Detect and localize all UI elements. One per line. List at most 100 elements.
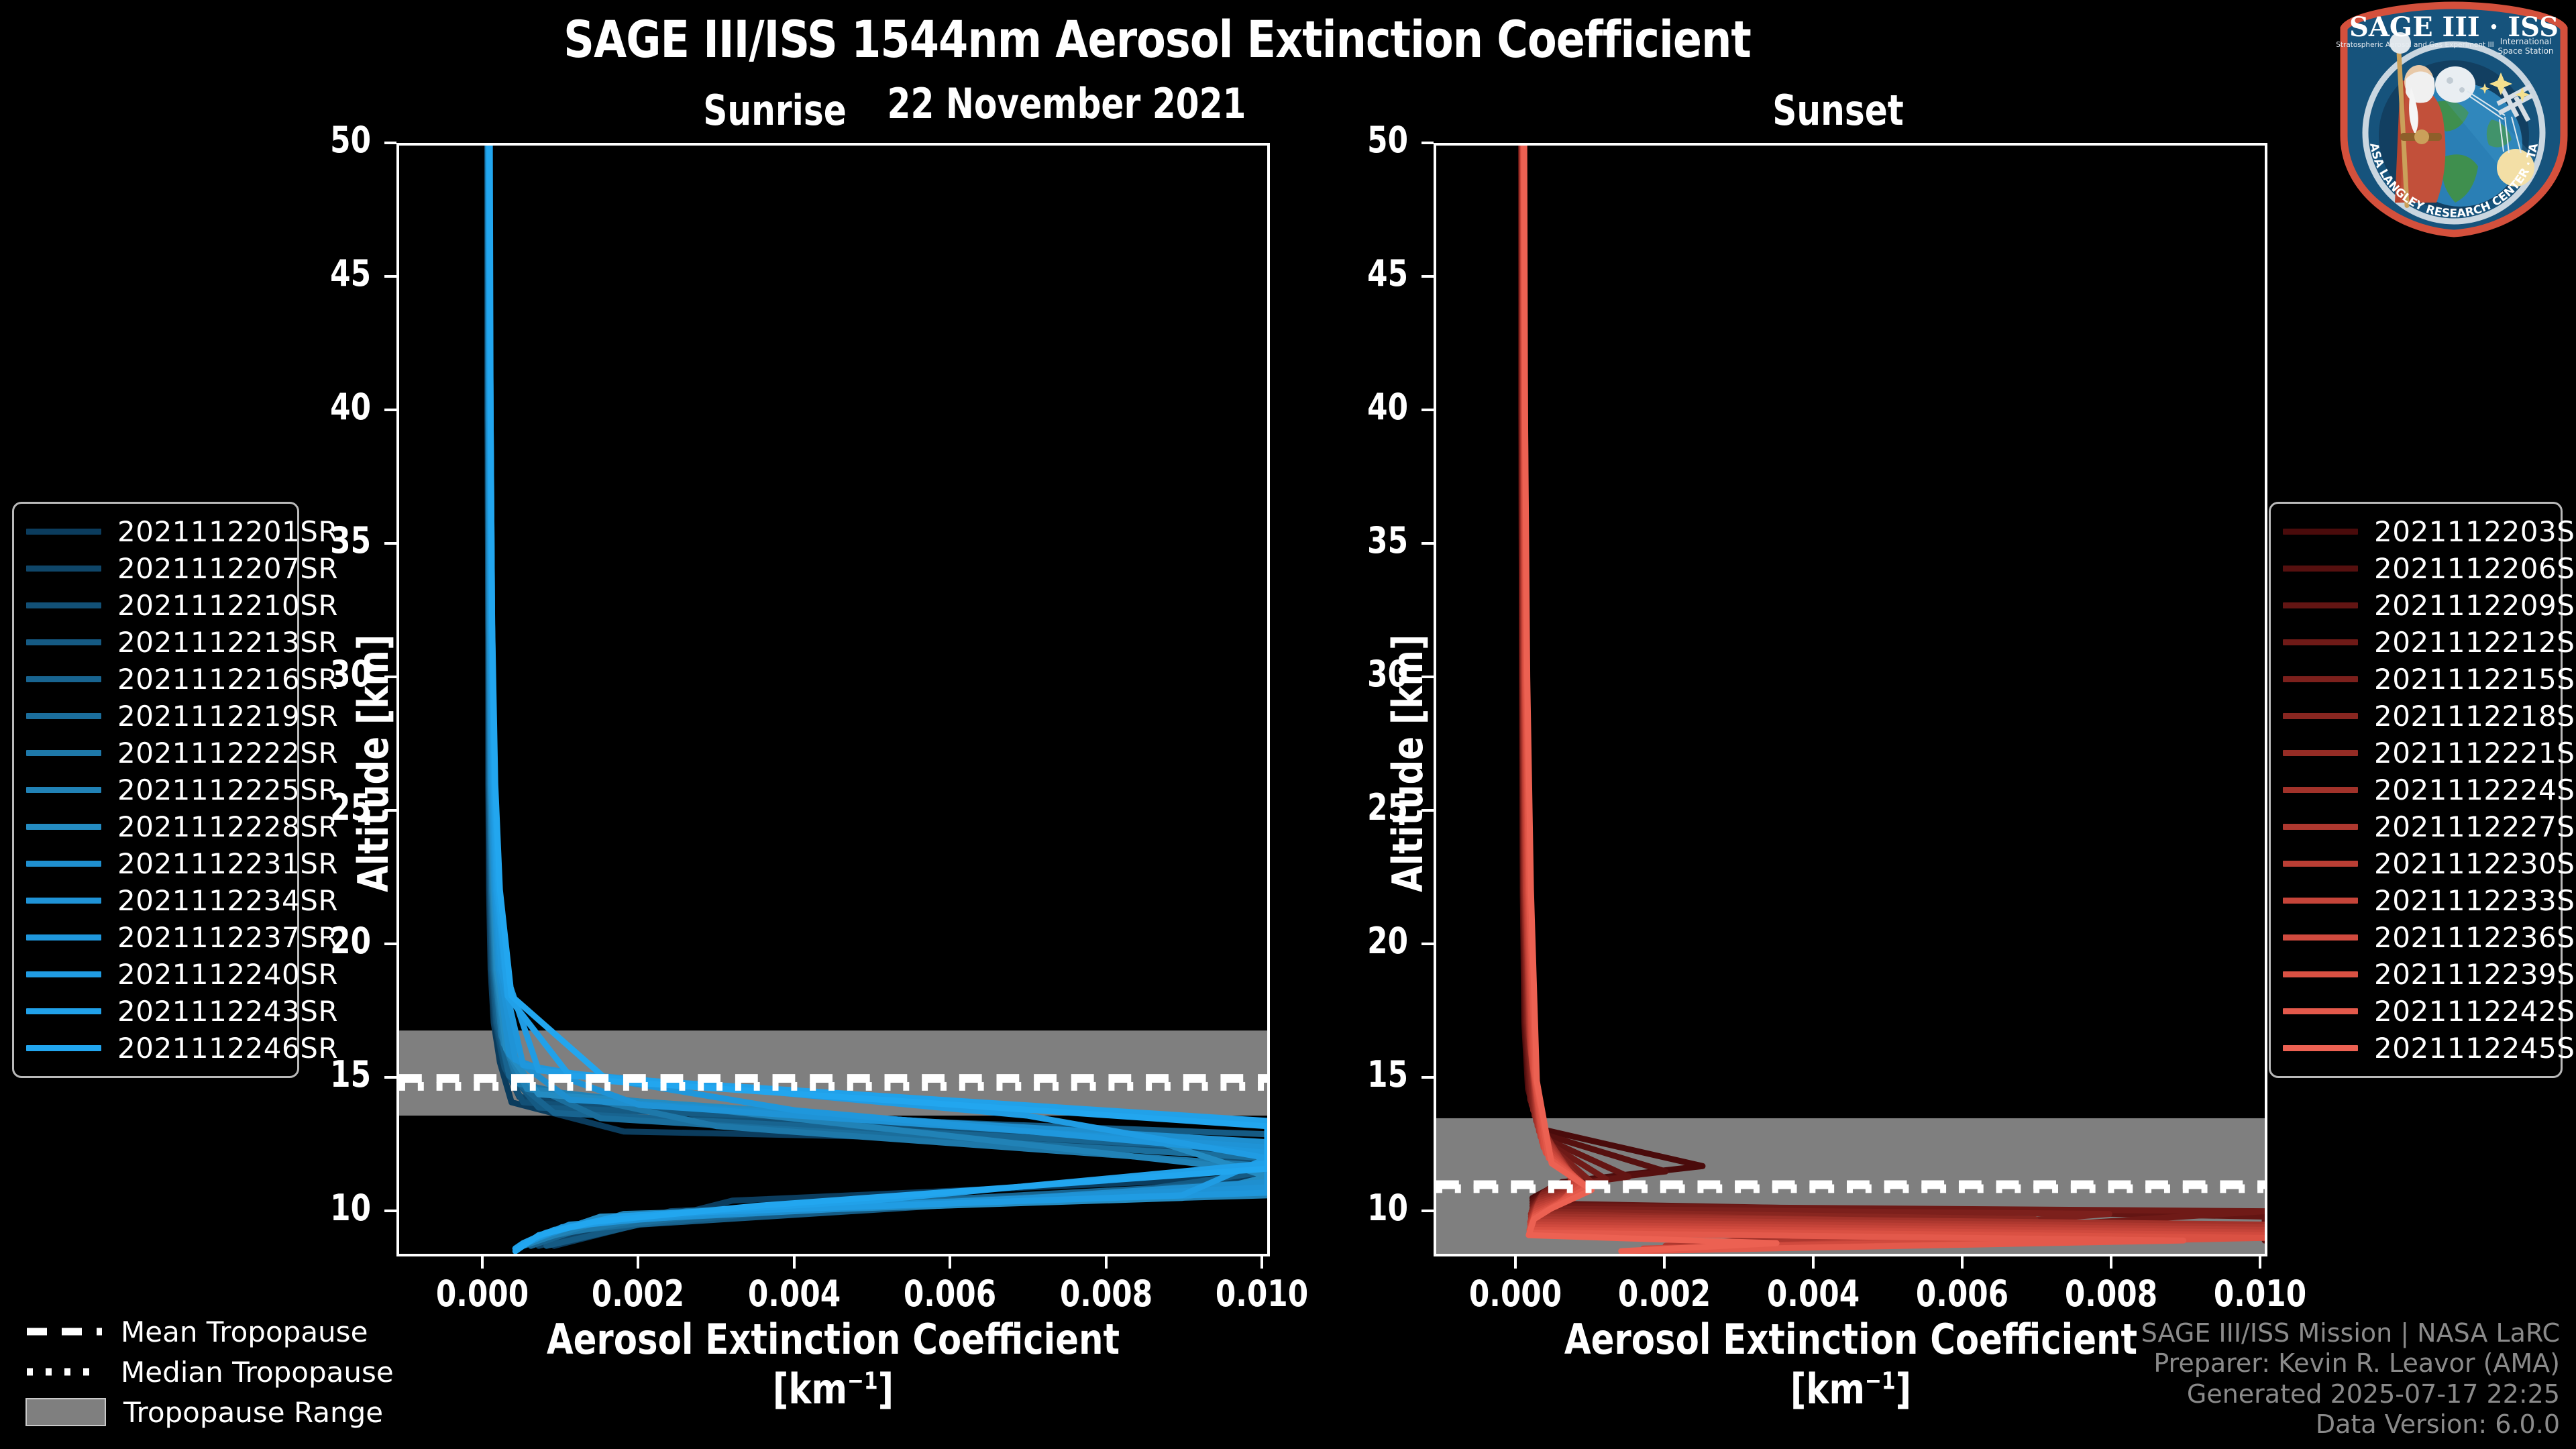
x-tick-label: 0.000 — [1468, 1273, 1562, 1315]
legend-item[interactable]: 2021112245SS — [2283, 1030, 2576, 1067]
y-tick-mark — [384, 1076, 396, 1079]
legend-item[interactable]: 2021112228SR — [26, 808, 338, 845]
y-tick-mark — [384, 809, 396, 812]
legend-item[interactable]: 2021112224SS — [2283, 771, 2576, 808]
credits-data-version: Data Version: 6.0.0 — [2315, 1409, 2560, 1439]
legend-item[interactable]: 2021112233SS — [2283, 882, 2576, 919]
legend-item[interactable]: 2021112242SS — [2283, 993, 2576, 1030]
data-series-line — [1521, 146, 1780, 1254]
legend-row-tropopause-range: Tropopause Range — [25, 1392, 441, 1432]
x-tick-label: 0.008 — [1059, 1273, 1153, 1315]
sunset-panel-title: Sunset — [1772, 86, 1904, 135]
legend-item[interactable]: 2021112216SR — [26, 661, 338, 698]
sunset-event-legend[interactable]: 2021112203SS 2021112206SS 2021112209SS 2021… — [2269, 502, 2576, 1078]
legend-item[interactable]: 2021112234SR — [26, 882, 338, 919]
y-tick-mark — [384, 542, 396, 545]
y-tick-label: 15 — [1367, 1053, 1408, 1096]
legend-item[interactable]: 2021112213SR — [26, 624, 338, 661]
legend-item[interactable]: 2021112203SS — [2283, 513, 2576, 550]
sunrise-x-axis-label: Aerosol Extinction Coefficient — [546, 1315, 1120, 1364]
legend-item[interactable]: 2021112225SR — [26, 771, 338, 808]
legend-item[interactable]: 2021112207SR — [26, 550, 338, 587]
legend-item[interactable]: 2021112218SS — [2283, 698, 2576, 735]
tropopause-legend: Mean Tropopause Median Tropopause Tropop… — [25, 1311, 441, 1432]
legend-item[interactable]: 2021112210SR — [26, 587, 338, 624]
x-tick-label: 0.008 — [2064, 1273, 2158, 1315]
data-series-line — [1519, 146, 2039, 1246]
sunrise-event-legend[interactable]: 2021112201SR 2021112207SR 2021112210SR 2021… — [12, 502, 338, 1078]
legend-color-swatch — [26, 934, 101, 941]
dashed-line-icon — [25, 1323, 103, 1340]
legend-item[interactable]: 2021112239SS — [2283, 956, 2576, 993]
legend-color-swatch — [2283, 971, 2358, 977]
sunset-plot-canvas — [1436, 146, 2265, 1254]
legend-item[interactable]: 2021112215SS — [2283, 661, 2576, 698]
legend-item-label: 2021112230SS — [2374, 847, 2576, 880]
legend-item[interactable]: 2021112201SR — [26, 513, 338, 550]
legend-color-swatch — [2283, 861, 2358, 867]
y-tick-mark — [1421, 542, 1434, 545]
legend-item-label: 2021112233SS — [2374, 884, 2576, 917]
legend-item[interactable]: 2021112230SS — [2283, 845, 2576, 882]
sunset-plot-area[interactable] — [1434, 143, 2267, 1256]
sunrise-unit-exp: −1 — [847, 1367, 878, 1395]
data-series-line — [1518, 146, 2265, 1244]
legend-item-label: 2021112203SS — [2374, 515, 2576, 548]
y-tick-mark — [1421, 809, 1434, 812]
legend-item-label: 2021112213SR — [117, 626, 339, 659]
legend-item[interactable]: 2021112206SS — [2283, 550, 2576, 587]
legend-item-label: 2021112236SS — [2374, 921, 2576, 954]
legend-item-label: 2021112231SR — [117, 847, 339, 880]
plot-lines — [1436, 146, 2265, 1254]
y-tick-label: 40 — [330, 386, 371, 429]
legend-item[interactable]: 2021112237SR — [26, 919, 338, 956]
legend-item[interactable]: 2021112243SR — [26, 993, 338, 1030]
data-series-line — [1520, 146, 2187, 1254]
plot-lines — [399, 146, 1267, 1254]
legend-color-swatch — [26, 602, 101, 608]
legend-item[interactable]: 2021112212SS — [2283, 624, 2576, 661]
logo-title: SAGE III · ISS — [2349, 11, 2559, 43]
legend-item-label: 2021112234SR — [117, 884, 339, 917]
sunrise-unit-base: [km — [772, 1364, 847, 1413]
legend-item[interactable]: 2021112219SR — [26, 698, 338, 735]
legend-item-label: 2021112207SR — [117, 552, 339, 585]
legend-item[interactable]: 2021112236SS — [2283, 919, 2576, 956]
y-tick-mark — [384, 275, 396, 278]
credits-preparer: Preparer: Kevin R. Leavor (AMA) — [2153, 1348, 2560, 1379]
legend-label-tropopause-range: Tropopause Range — [123, 1395, 384, 1429]
legend-color-swatch — [26, 529, 101, 535]
y-tick-label: 50 — [330, 119, 371, 161]
legend-color-swatch — [2283, 898, 2358, 904]
y-tick-label: 25 — [330, 786, 371, 829]
y-tick-mark — [384, 409, 396, 412]
y-tick-mark — [384, 142, 396, 144]
legend-item[interactable]: 2021112222SR — [26, 735, 338, 771]
y-tick-label: 50 — [1367, 119, 1408, 161]
legend-item-label: 2021112221SS — [2374, 737, 2576, 769]
x-tick-label: 0.002 — [1617, 1273, 1711, 1315]
data-series-line — [1519, 146, 2265, 1252]
x-tick-mark — [637, 1256, 640, 1269]
data-series-line — [1518, 146, 1965, 1238]
legend-item[interactable]: 2021112240SR — [26, 956, 338, 993]
sunset-x-axis-unit: [km−1] — [1468, 1364, 2235, 1413]
x-tick-mark — [1960, 1256, 1964, 1269]
y-tick-mark — [1421, 943, 1434, 946]
x-tick-mark — [792, 1256, 796, 1269]
legend-item[interactable]: 2021112231SR — [26, 845, 338, 882]
legend-color-swatch — [2283, 1008, 2358, 1014]
legend-item-label: 2021112240SR — [117, 958, 339, 991]
legend-color-swatch — [2283, 602, 2358, 608]
legend-item[interactable]: 2021112227SS — [2283, 808, 2576, 845]
legend-item[interactable]: 2021112246SR — [26, 1030, 338, 1067]
legend-item-label: 2021112219SR — [117, 700, 339, 733]
sunrise-plot-area[interactable] — [396, 143, 1270, 1256]
legend-item[interactable]: 2021112209SS — [2283, 587, 2576, 624]
legend-color-swatch — [2283, 639, 2358, 645]
legend-item[interactable]: 2021112221SS — [2283, 735, 2576, 771]
legend-item-label: 2021112227SS — [2374, 810, 2576, 843]
data-series-line — [1519, 146, 2112, 1246]
legend-item-label: 2021112237SR — [117, 921, 339, 954]
legend-color-swatch — [26, 861, 101, 867]
